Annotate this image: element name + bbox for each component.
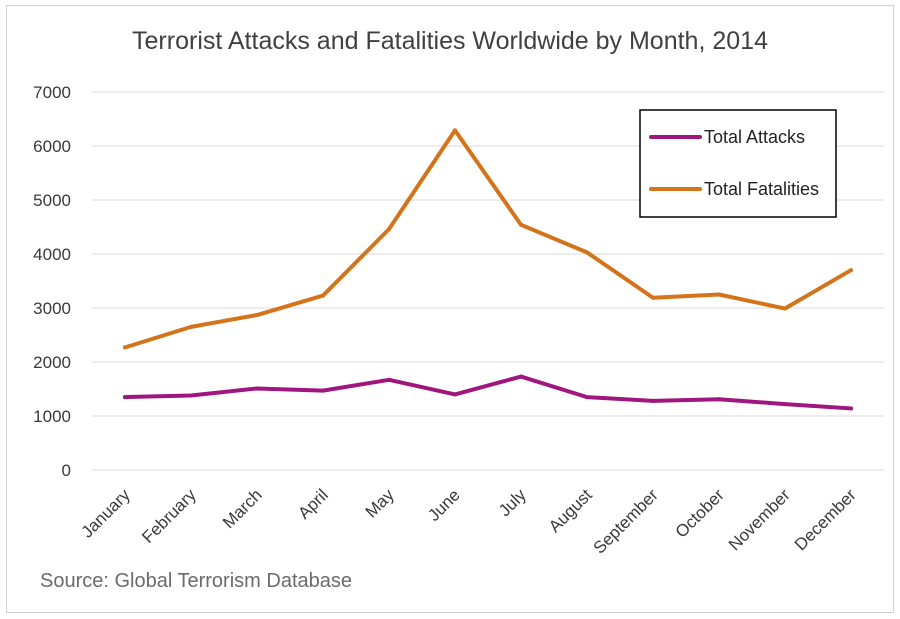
data-point — [585, 395, 589, 400]
x-tick-label: August — [545, 485, 596, 536]
y-tick-label: 1000 — [33, 407, 71, 426]
data-point — [321, 388, 325, 393]
data-point — [387, 227, 391, 232]
y-axis: 0 1000 2000 3000 4000 5000 6000 7000 — [33, 83, 71, 480]
chart-title: Terrorist Attacks and Fatalities Worldwi… — [132, 27, 768, 55]
x-tick-label: November — [725, 485, 794, 554]
data-point — [123, 395, 127, 400]
data-point — [651, 295, 655, 300]
x-axis: January February March April May June July Augu… — [78, 485, 860, 558]
y-tick-label: 3000 — [33, 299, 71, 318]
chart-frame — [6, 5, 894, 613]
data-point — [717, 292, 721, 297]
data-point — [453, 128, 457, 133]
series-lines — [123, 128, 853, 411]
legend: Total Attacks Total Fatalities — [639, 109, 837, 218]
data-point — [717, 397, 721, 402]
y-tick-label: 4000 — [33, 245, 71, 264]
x-tick-label: February — [138, 485, 200, 547]
data-point — [387, 377, 391, 382]
x-tick-label: January — [78, 485, 135, 542]
y-tick-label: 2000 — [33, 353, 71, 372]
x-tick-label: October — [672, 485, 728, 541]
y-tick-label: 0 — [62, 461, 71, 480]
x-tick-label: September — [590, 485, 662, 557]
data-point — [783, 306, 787, 311]
data-point — [123, 345, 127, 350]
x-tick-label: May — [362, 485, 398, 521]
y-tick-label: 5000 — [33, 191, 71, 210]
source-note: Source: Global Terrorism Database — [40, 570, 352, 592]
series-line-total-fatalities — [123, 128, 853, 350]
data-point — [849, 268, 853, 273]
data-point — [783, 402, 787, 407]
data-point — [849, 406, 853, 411]
data-point — [519, 222, 523, 227]
legend-label: Total Fatalities — [704, 179, 819, 199]
data-point — [453, 392, 457, 397]
x-tick-label: July — [495, 485, 530, 520]
legend-label: Total Attacks — [704, 127, 805, 147]
x-tick-label: December — [791, 485, 860, 554]
y-tick-label: 6000 — [33, 137, 71, 156]
x-tick-label: March — [219, 485, 266, 532]
data-point — [255, 386, 259, 391]
data-point — [651, 398, 655, 403]
data-point — [189, 324, 193, 329]
data-point — [255, 313, 259, 318]
y-tick-label: 7000 — [33, 83, 71, 102]
data-point — [585, 250, 589, 255]
x-tick-label: June — [424, 485, 464, 525]
data-point — [519, 374, 523, 379]
data-point — [189, 393, 193, 398]
x-tick-label: April — [294, 485, 331, 522]
data-point — [321, 293, 325, 298]
series-line-total-attacks — [123, 374, 853, 411]
legend-box — [639, 109, 837, 218]
